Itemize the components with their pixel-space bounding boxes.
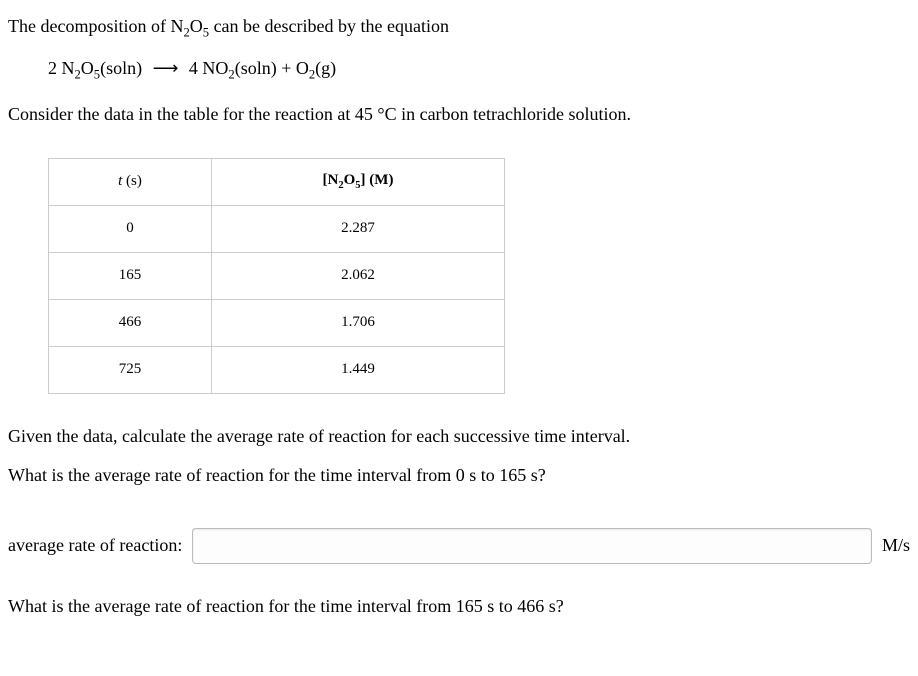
header-time: t (s)	[49, 158, 212, 205]
cell-c: 1.706	[212, 299, 505, 346]
intro-line-2: Consider the data in the table for the r…	[8, 102, 910, 127]
answer-unit: M/s	[882, 533, 910, 558]
table-row: 466 1.706	[49, 299, 505, 346]
question-1: What is the average rate of reaction for…	[8, 463, 910, 488]
table-row: 165 2.062	[49, 252, 505, 299]
species: N2O5	[170, 16, 209, 36]
question-2: What is the average rate of reaction for…	[8, 594, 910, 619]
lhs-species: N2O5	[62, 58, 101, 78]
plus: +	[277, 58, 296, 78]
table-header-row: t (s) [N2O5] (M)	[49, 158, 505, 205]
answer-label: average rate of reaction:	[8, 533, 182, 558]
cell-t: 0	[49, 205, 212, 252]
answer-input[interactable]	[192, 528, 872, 564]
arrow-icon: ⟶	[153, 58, 179, 78]
cell-t: 725	[49, 346, 212, 393]
lhs-coef: 2	[48, 58, 57, 78]
text: can be described by the equation	[209, 16, 449, 36]
table-row: 725 1.449	[49, 346, 505, 393]
text: The decomposition of	[8, 16, 170, 36]
rhs2-phase: (g)	[315, 58, 336, 78]
data-table: t (s) [N2O5] (M) 0 2.287 165 2.062 466 1…	[48, 158, 505, 394]
rhs1-species: NO2	[202, 58, 234, 78]
rhs1-phase: (soln)	[235, 58, 277, 78]
cell-t: 466	[49, 299, 212, 346]
cell-c: 1.449	[212, 346, 505, 393]
answer-row: average rate of reaction: M/s	[8, 528, 910, 564]
lhs-phase: (soln)	[100, 58, 142, 78]
table-row: 0 2.287	[49, 205, 505, 252]
cell-c: 2.062	[212, 252, 505, 299]
question-intro: Given the data, calculate the average ra…	[8, 424, 910, 449]
reaction-equation: 2 N2O5(soln) ⟶ 4 NO2(soln) + O2(g)	[48, 56, 910, 84]
cell-c: 2.287	[212, 205, 505, 252]
header-conc: [N2O5] (M)	[212, 158, 505, 205]
intro-line-1: The decomposition of N2O5 can be describ…	[8, 14, 910, 42]
cell-t: 165	[49, 252, 212, 299]
rhs2-species: O2	[296, 58, 315, 78]
rhs1-coef: 4	[189, 58, 198, 78]
